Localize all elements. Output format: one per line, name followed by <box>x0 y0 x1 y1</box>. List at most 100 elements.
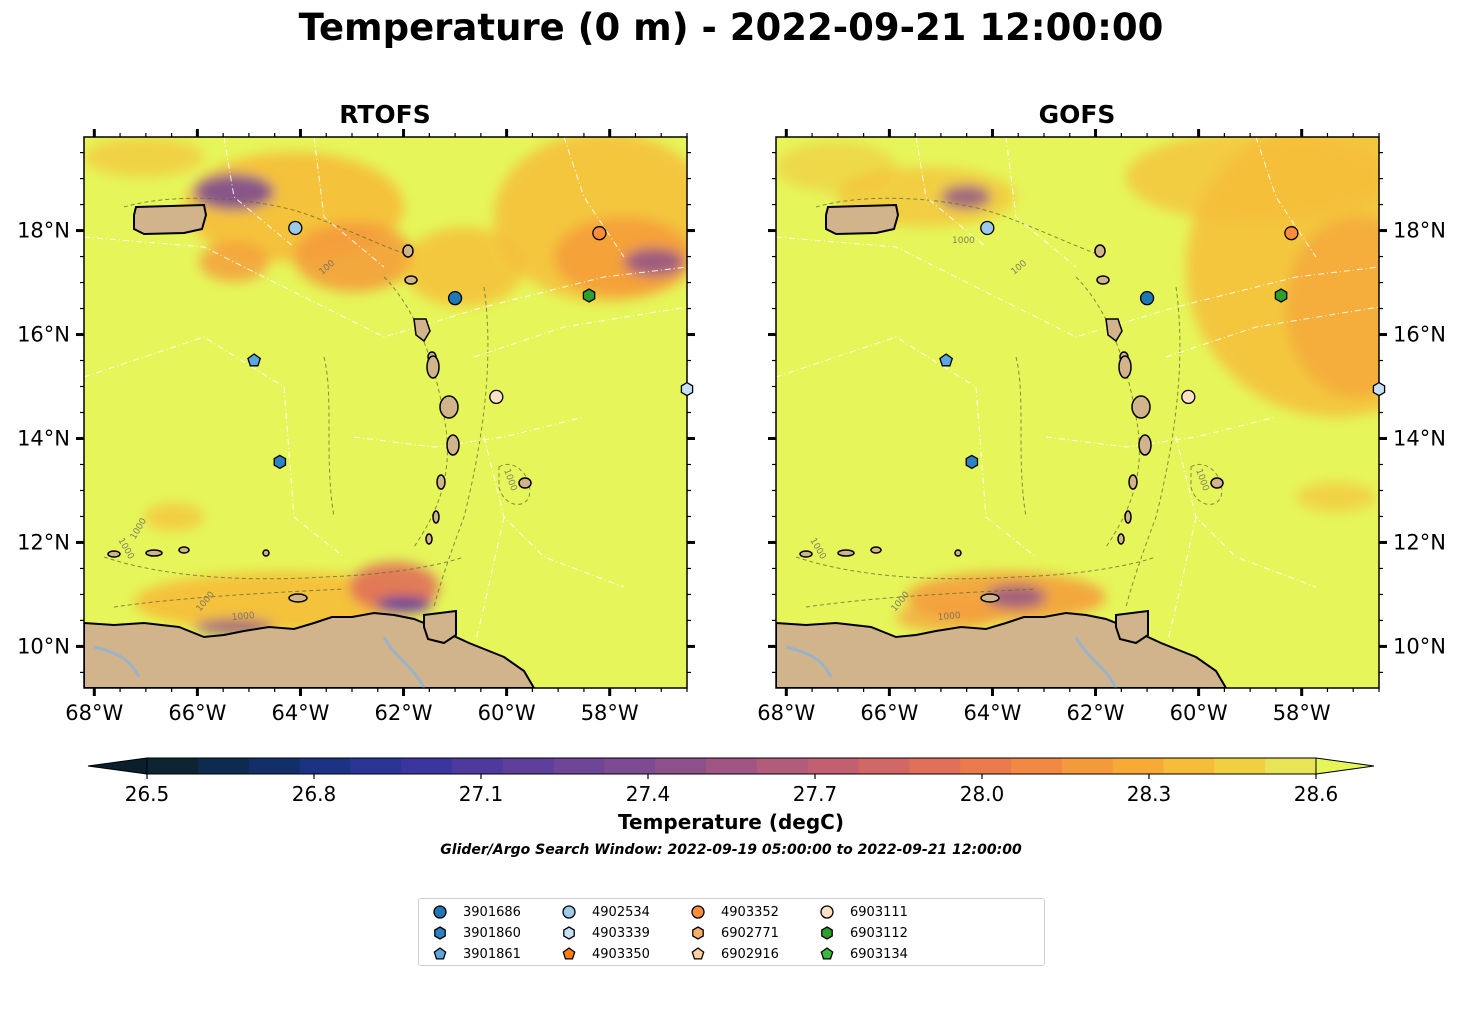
colorbar-segment <box>1214 758 1266 774</box>
colorbar-tick-label: 27.7 <box>793 782 838 806</box>
x-tick-label: 66°W <box>168 701 226 725</box>
colorbar-segment <box>960 758 1012 774</box>
colorbar-segment <box>248 758 301 774</box>
y-tick-label: 10°N <box>17 634 70 658</box>
colorbar-extend-high <box>1315 757 1375 775</box>
x-tick-label: 68°W <box>757 701 815 725</box>
legend-item: 4903339 <box>560 923 650 943</box>
colorbar-segment <box>706 758 758 774</box>
axis-ticks: 68°W 66°W 64°W 62°W 60°W 58°W 18°N 16°N 14°N 12°N… <box>17 129 1446 725</box>
y-tick-label: 14°N <box>17 426 70 450</box>
legend-marker <box>820 905 834 919</box>
legend-label: 6903134 <box>850 946 908 962</box>
legend-marker-icon <box>821 926 833 940</box>
legend-item: 4903350 <box>560 944 650 964</box>
float-marker-4902534 <box>288 220 303 236</box>
legend-marker <box>820 947 834 960</box>
legend-marker-icon <box>433 947 447 960</box>
contour-label: 1000 <box>231 611 255 623</box>
float-legend: 3901686 3901860 3901861 4902534 4903339 49033… <box>418 898 1045 966</box>
x-tick-label: 58°W <box>1273 701 1331 725</box>
legend-marker-icon <box>434 926 446 940</box>
colorbar-segment <box>909 758 961 774</box>
legend-label: 3901686 <box>463 904 521 920</box>
legend-label: 3901860 <box>463 925 521 941</box>
legend-marker-icon <box>820 947 834 960</box>
colorbar-segment <box>858 758 910 774</box>
legend-label: 4902534 <box>592 904 650 920</box>
colorbar-segment <box>299 758 351 774</box>
colorbar-segment <box>655 758 707 774</box>
colorbar-segment <box>807 758 860 774</box>
figure-title: Temperature (0 m) - 2022-09-21 12:00:00 <box>298 6 1164 49</box>
colorbar-tick-label: 28.6 <box>1294 782 1339 806</box>
x-tick-label: 60°W <box>1170 701 1228 725</box>
search-window-text: Glider/Argo Search Window: 2022-09-19 05… <box>440 842 1022 858</box>
legend-marker <box>434 926 446 940</box>
float-marker-4903339 <box>1372 381 1386 397</box>
x-tick-label: 64°W <box>963 701 1021 725</box>
colorbar-segment <box>1265 758 1317 774</box>
rtofs-map-panel <box>84 137 687 688</box>
y-tick-label: 10°N <box>1393 634 1446 658</box>
colorbar-tick-label: 26.8 <box>292 782 337 806</box>
legend-marker-icon <box>562 947 576 960</box>
legend-item: 6902916 <box>689 944 779 964</box>
colorbar-segment <box>1061 758 1114 774</box>
colorbar-tick-label: 27.4 <box>626 782 671 806</box>
legend-item: 3901861 <box>431 944 521 964</box>
x-tick-label: 62°W <box>1067 701 1125 725</box>
y-tick-label: 18°N <box>1393 219 1446 243</box>
colorbar-segment <box>401 758 453 774</box>
y-tick-label: 16°N <box>17 323 70 347</box>
y-tick-label: 16°N <box>1393 323 1446 347</box>
y-tick-label: 12°N <box>1393 530 1446 554</box>
legend-label: 6902916 <box>721 946 779 962</box>
colorbar-tick-label: 26.5 <box>125 782 170 806</box>
colorbar-segment <box>1163 758 1215 774</box>
y-tick-label: 14°N <box>1393 426 1446 450</box>
legend-label: 6902771 <box>721 925 779 941</box>
float-marker-6903112 <box>582 288 596 303</box>
colorbar-tick-label: 28.0 <box>960 782 1005 806</box>
legend-marker <box>691 905 705 919</box>
legend-marker <box>563 926 575 940</box>
y-tick-label: 12°N <box>17 530 70 554</box>
legend-marker-icon <box>691 905 705 919</box>
legend-marker <box>562 905 576 919</box>
legend-item: 6903111 <box>818 902 908 922</box>
legend-item: 6903112 <box>818 923 908 943</box>
legend-marker-icon <box>433 905 447 919</box>
float-marker-3901686 <box>1139 290 1155 306</box>
x-tick-label: 60°W <box>478 701 536 725</box>
colorbar-label: Temperature (degC) <box>618 810 844 834</box>
float-marker-6903111 <box>489 389 504 405</box>
x-tick-label: 66°W <box>860 701 918 725</box>
colorbar-segment <box>147 758 199 774</box>
float-marker-4903352 <box>592 226 607 241</box>
colorbar-segment <box>553 758 606 774</box>
legend-marker-icon <box>563 926 575 940</box>
x-tick-label: 62°W <box>375 701 433 725</box>
colorbar-segment <box>756 758 809 774</box>
colorbar-frame <box>146 757 1317 775</box>
float-marker-3901860 <box>273 454 287 470</box>
float-marker-3901686 <box>447 290 463 306</box>
legend-label: 4903352 <box>721 904 779 920</box>
legend-marker <box>691 947 705 960</box>
legend-item: 4902534 <box>560 902 650 922</box>
float-marker-3901860 <box>965 454 979 470</box>
legend-marker-icon <box>820 905 834 919</box>
colorbar-segment <box>451 758 504 774</box>
colorbar-segment <box>502 758 555 774</box>
legend-label: 6903111 <box>850 904 908 920</box>
colorbar-tick-label: 27.1 <box>459 782 504 806</box>
legend-item: 3901686 <box>431 902 521 922</box>
float-marker-4903339 <box>680 381 694 397</box>
legend-marker-icon <box>691 947 705 960</box>
colorbar-extend-low <box>87 757 148 775</box>
panel-title-rtofs: RTOFS <box>339 100 431 129</box>
colorbar: 26.5 26.8 27.1 27.4 27.7 28.0 28.3 28.6 <box>87 757 1375 806</box>
legend-marker <box>433 905 447 919</box>
